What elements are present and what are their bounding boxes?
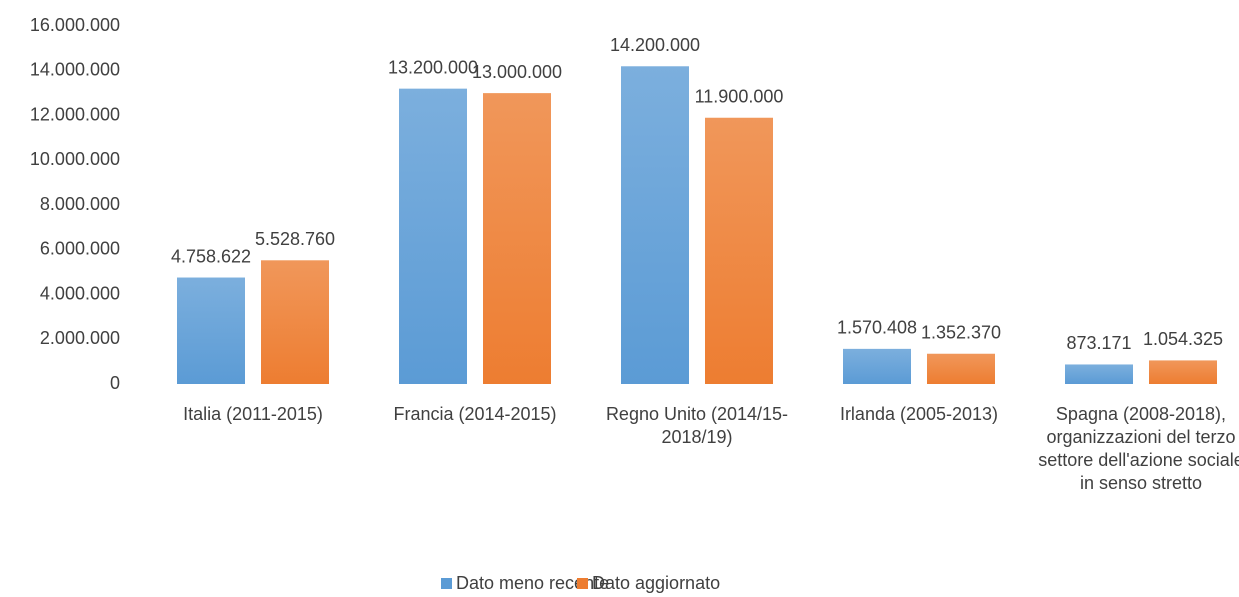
x-tick-label: Spagna (2008-2018), organizzazioni del t…	[1038, 404, 1239, 493]
data-label: 14.200.000	[610, 35, 700, 55]
data-label: 1.054.325	[1143, 329, 1223, 349]
data-label: 1.570.408	[837, 318, 917, 338]
bar	[1065, 364, 1133, 384]
bar	[177, 277, 245, 384]
data-label: 13.000.000	[472, 62, 562, 82]
legend-swatch	[441, 578, 452, 589]
y-tick-label: 12.000.000	[30, 104, 120, 124]
data-label: 5.528.760	[255, 229, 335, 249]
bar	[1149, 360, 1217, 384]
bar	[261, 260, 329, 384]
bar	[843, 348, 911, 384]
data-label: 4.758.622	[171, 246, 251, 266]
y-tick-label: 14.000.000	[30, 60, 120, 80]
legend-swatch	[577, 578, 588, 589]
x-tick-label: Irlanda (2005-2013)	[839, 404, 999, 424]
y-tick-label: 2.000.000	[40, 328, 120, 348]
bar	[621, 66, 689, 385]
bar	[483, 93, 551, 384]
data-label: 1.352.370	[921, 322, 1001, 342]
legend-label: Dato aggiornato	[592, 573, 720, 593]
bar	[705, 117, 773, 385]
bar	[927, 353, 995, 384]
x-tick-label: Italia (2011-2015)	[183, 404, 323, 424]
data-label: 11.900.000	[695, 86, 784, 106]
data-label: 13.200.000	[388, 57, 478, 77]
x-tick-label: Francia (2014-2015)	[393, 404, 557, 424]
y-tick-label: 16.000.000	[30, 15, 120, 35]
legend-label: Dato meno recente	[456, 573, 609, 593]
y-tick-label: 10.000.000	[30, 149, 120, 169]
x-tick-label: Regno Unito (2014/15-2018/19)	[605, 404, 789, 447]
data-label: 873.171	[1066, 333, 1131, 353]
y-tick-label: 0	[110, 373, 120, 393]
y-tick-label: 8.000.000	[40, 194, 120, 214]
bar	[399, 88, 467, 385]
y-tick-label: 4.000.000	[40, 283, 120, 303]
y-tick-label: 6.000.000	[40, 239, 120, 259]
